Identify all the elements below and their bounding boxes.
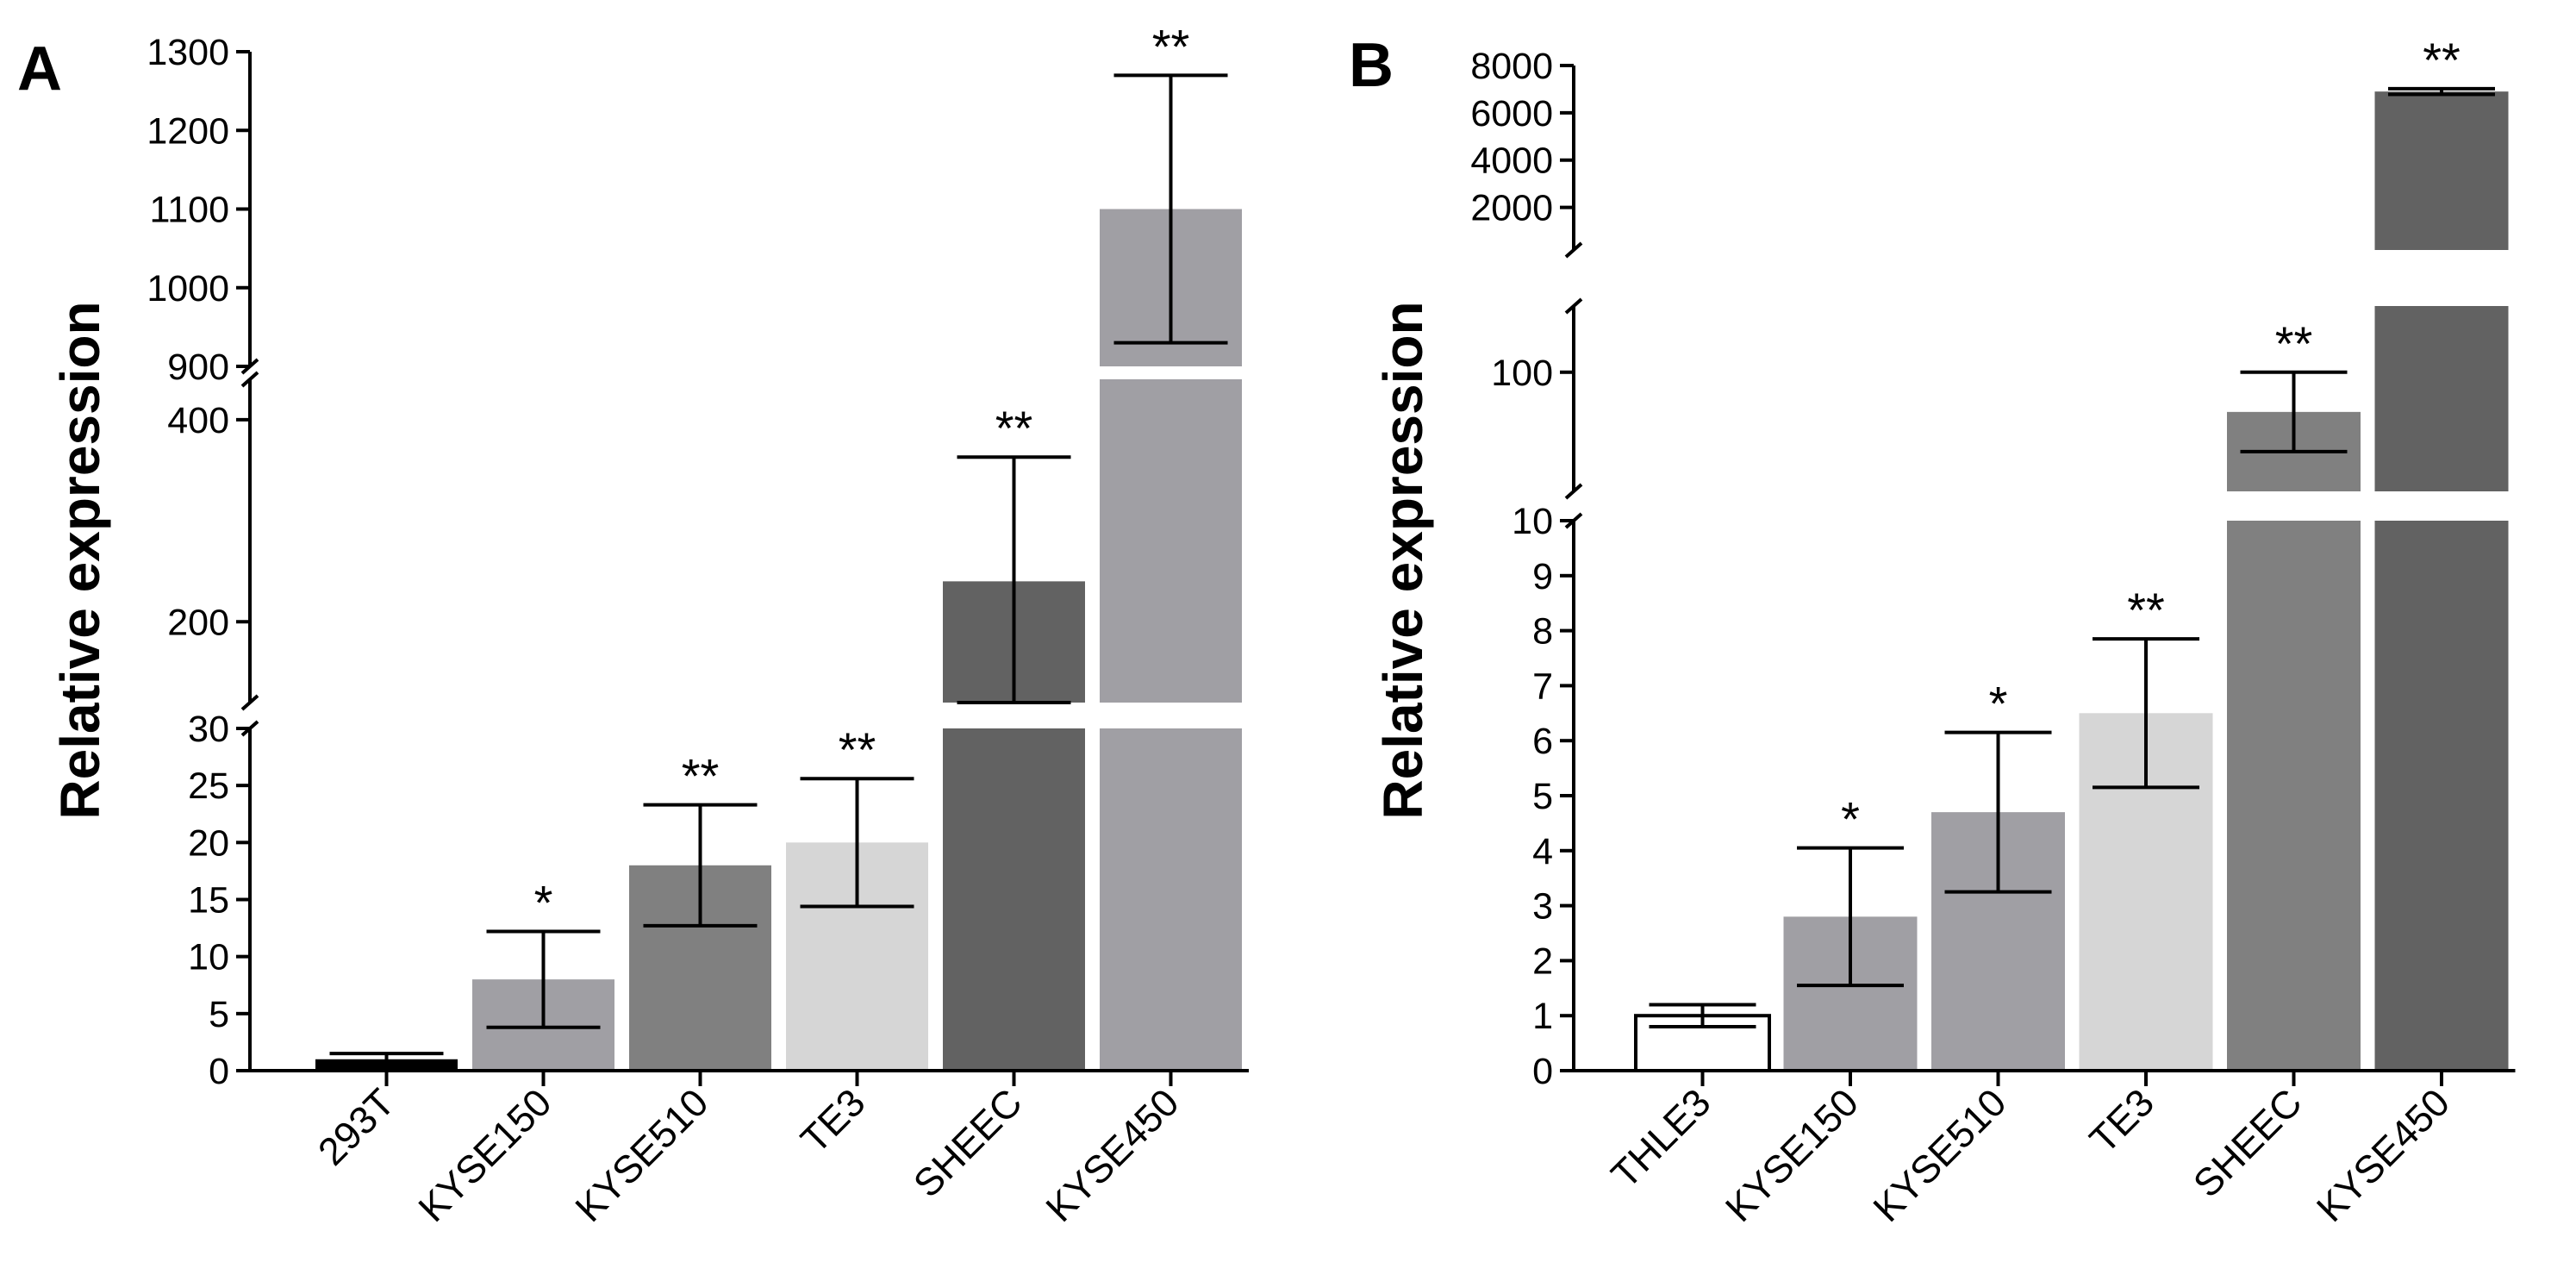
- x-tick-label-kyse510: KYSE510: [1865, 1080, 2015, 1230]
- y-tick-label-4000: 4000: [1470, 141, 1553, 182]
- axis-break-lower-0: [1564, 512, 1583, 529]
- bar-sheec-seg0: [2227, 521, 2361, 1071]
- bar-kyse450-seg0: [1100, 728, 1242, 1071]
- panel-letter-b: B: [1349, 31, 1394, 100]
- y-axis-title: Relative expression: [1372, 301, 1434, 819]
- y-tick-label-100: 100: [1491, 353, 1553, 394]
- y-axis-title: Relative expression: [49, 301, 111, 819]
- bar-kyse450-seg1: [2374, 306, 2509, 491]
- y-tick-label-5: 5: [1532, 776, 1553, 817]
- y-tick-label-1: 1: [1532, 996, 1553, 1037]
- x-tick-label-te3: TE3: [792, 1080, 873, 1161]
- y-tick-label-0: 0: [209, 1051, 229, 1092]
- y-tick-label-30: 30: [188, 709, 229, 750]
- significance-sheec: **: [2275, 316, 2313, 371]
- x-tick-label-kyse510: KYSE510: [567, 1080, 717, 1230]
- panel-b-chart: B ********012345678910100200040006000800…: [1349, 31, 2516, 1230]
- x-tick-label-kyse150: KYSE150: [1717, 1080, 1867, 1230]
- significance-kyse510: **: [682, 749, 720, 803]
- x-tick-label-293t: 293T: [309, 1080, 403, 1174]
- x-tick-label-sheec: SHEEC: [905, 1080, 1031, 1206]
- y-tick-label-8: 8: [1532, 611, 1553, 653]
- y-tick-label-0: 0: [1532, 1051, 1553, 1092]
- y-tick-label-8000: 8000: [1470, 46, 1553, 87]
- y-tick-label-900: 900: [167, 347, 229, 388]
- significance-kyse450: **: [2423, 33, 2461, 87]
- y-tick-label-25: 25: [188, 765, 229, 807]
- significance-sheec: **: [995, 401, 1033, 455]
- panel-letter-a: A: [17, 34, 62, 103]
- y-tick-label-7: 7: [1532, 665, 1553, 707]
- y-tick-label-10: 10: [188, 937, 229, 978]
- axis-break-lower-1: [1564, 297, 1583, 315]
- significance-kyse450: **: [1152, 19, 1190, 73]
- significance-te3: **: [839, 722, 876, 777]
- bar-kyse450-seg0: [2374, 521, 2509, 1071]
- y-tick-label-200: 200: [167, 602, 229, 643]
- y-tick-label-6: 6: [1532, 721, 1553, 762]
- y-tick-label-6000: 6000: [1470, 93, 1553, 134]
- bar-kyse450-seg1: [1100, 379, 1242, 703]
- y-tick-label-2: 2: [1532, 940, 1553, 982]
- significance-kyse150: *: [1841, 792, 1860, 847]
- bar-sheec-seg0: [943, 728, 1085, 1071]
- significance-te3: **: [2127, 583, 2165, 637]
- significance-kyse510: *: [1989, 677, 2008, 731]
- y-tick-label-5: 5: [209, 994, 229, 1035]
- axis-break-lower-1: [240, 371, 259, 388]
- axis-break-lower-0: [240, 720, 259, 737]
- y-tick-label-15: 15: [188, 880, 229, 922]
- y-tick-label-1300: 1300: [147, 32, 229, 73]
- y-tick-label-400: 400: [167, 400, 229, 441]
- x-tick-label-sheec: SHEEC: [2185, 1080, 2311, 1206]
- x-tick-label-kyse450: KYSE450: [1038, 1080, 1188, 1230]
- bar-kyse450-seg2: [2374, 91, 2509, 250]
- y-tick-label-1100: 1100: [150, 190, 229, 231]
- y-tick-label-10: 10: [1512, 501, 1553, 542]
- y-tick-label-3: 3: [1532, 886, 1553, 928]
- y-tick-label-2000: 2000: [1470, 188, 1553, 229]
- y-tick-label-20: 20: [188, 822, 229, 864]
- y-tick-label-1200: 1200: [147, 110, 229, 152]
- x-tick-label-te3: TE3: [2081, 1080, 2162, 1161]
- y-tick-label-1000: 1000: [147, 268, 229, 309]
- y-tick-label-4: 4: [1532, 831, 1553, 872]
- x-tick-label-thle3: THLE3: [1602, 1080, 1718, 1197]
- x-tick-label-kyse150: KYSE150: [410, 1080, 560, 1230]
- panel-a-chart: A *** ******05101520253020040090010001100…: [17, 19, 1249, 1230]
- significance-kyse150: *: [534, 876, 553, 930]
- y-tick-label-9: 9: [1532, 556, 1553, 597]
- x-tick-label-kyse450: KYSE450: [2308, 1080, 2458, 1230]
